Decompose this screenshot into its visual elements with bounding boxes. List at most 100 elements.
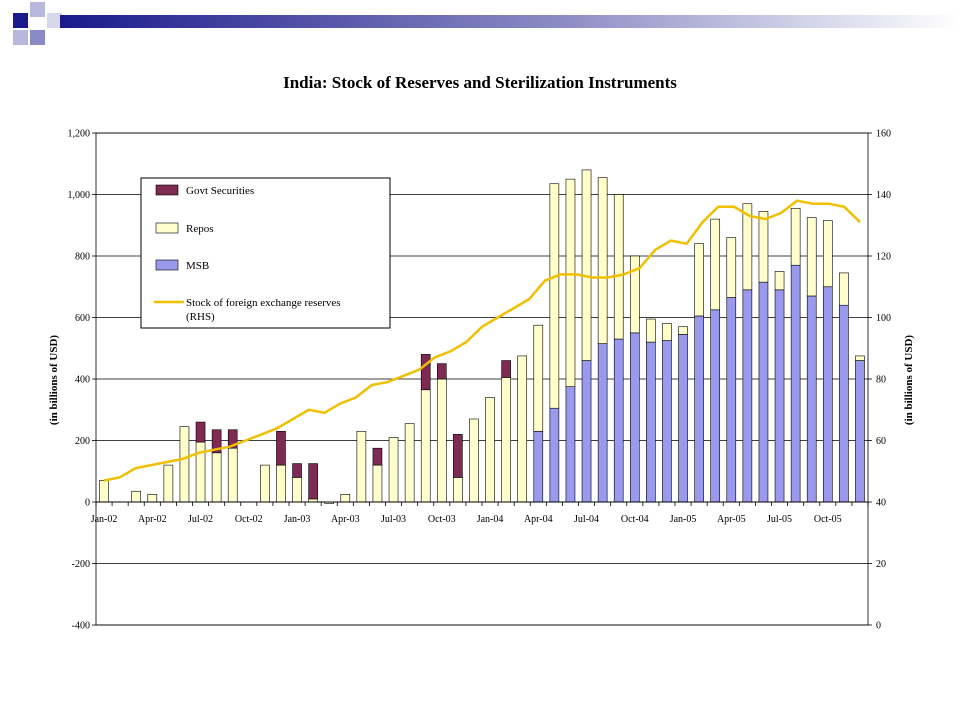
bar-msb: [549, 407, 560, 503]
bar-msb: [565, 386, 576, 503]
bar-govt: [453, 434, 463, 478]
y2-tick-labels: 0 20 40 60 80 100 120 140 160: [876, 129, 891, 632]
x-tick-label: Jul-02: [188, 514, 213, 525]
x-tick-label: Jul-04: [574, 514, 599, 525]
x-tick-label: Jan-04: [477, 514, 504, 525]
legend-label-msb: MSB: [186, 260, 209, 272]
bar-repos: [581, 169, 592, 361]
bar-msb: [806, 295, 817, 503]
bar-repos: [453, 477, 463, 503]
bar-msb: [758, 281, 769, 503]
bar-repos: [597, 177, 608, 344]
bar-msb: [694, 315, 704, 503]
y-tick-label: -400: [72, 621, 90, 632]
bar-repos: [662, 323, 672, 341]
bar-repos: [469, 418, 479, 503]
bar-repos: [131, 490, 142, 503]
header-gradient-bar: [60, 15, 960, 28]
y-tick-label: -200: [72, 559, 90, 570]
bar-govt: [292, 463, 302, 478]
x-tick-labels: Jan-02 Apr-02 Jul-02 Oct-02 Jan-03 Apr-03 Jul-…: [91, 514, 842, 525]
bar-repos: [517, 355, 528, 503]
header-square-dark: [13, 13, 28, 28]
x-tick-label: Jul-05: [767, 514, 792, 525]
bar-repos: [742, 203, 753, 291]
bar-repos: [388, 437, 399, 503]
bar-repos: [485, 397, 495, 503]
y-tick-label: 0: [85, 498, 90, 509]
bar-repos: [163, 464, 174, 503]
x-tick-label: Oct-05: [814, 514, 842, 525]
x-tick-label: Jan-03: [284, 514, 311, 525]
y2-tick-label: 160: [876, 129, 891, 140]
bar-repos: [646, 318, 656, 343]
x-tick-label: Apr-04: [524, 514, 553, 525]
bar-repos: [533, 324, 544, 432]
y2-tick-label: 0: [876, 621, 881, 632]
y-tick-label: 1,000: [68, 190, 91, 201]
bar-repos: [678, 326, 688, 335]
bar-msb: [678, 334, 688, 503]
bar-govt: [308, 463, 318, 500]
y-tick-labels: -400 -200 0 200 400 600 800 1,000 1,200: [68, 129, 91, 632]
legend-label-govt: Govt Securities: [186, 185, 254, 197]
y2-tick-label: 100: [876, 313, 891, 324]
legend-swatch-govt: [155, 184, 179, 196]
bar-repos: [436, 378, 447, 503]
x-tick-label: Jul-03: [381, 514, 406, 525]
y2-tick-label: 20: [876, 559, 886, 570]
bar-govt: [227, 429, 238, 449]
bar-msb: [855, 360, 865, 503]
y-tick-label: 800: [75, 252, 90, 263]
bar-msb: [613, 338, 624, 503]
bar-repos: [758, 211, 769, 283]
bar-repos: [372, 464, 383, 503]
bar-msb: [629, 332, 640, 503]
bar-repos: [211, 452, 222, 503]
bar-repos: [356, 430, 367, 503]
header-decoration: [13, 2, 960, 45]
bar-repos: [99, 480, 109, 503]
legend-label-line: Stock of foreign exchange reserves (RHS): [186, 297, 341, 323]
bar-repos: [549, 183, 560, 409]
bar-repos: [726, 237, 737, 298]
legend: Govt Securities Repos MSB Stock of forei…: [140, 177, 391, 329]
bar-repos: [404, 423, 415, 503]
legend-swatch-repos: [155, 222, 179, 234]
bar-msb: [533, 430, 544, 503]
series-line-reserves: [103, 199, 861, 482]
x-tick-label: Apr-02: [138, 514, 167, 525]
bars: [99, 169, 865, 504]
bar-govt: [372, 447, 383, 466]
bar-repos: [629, 255, 640, 334]
bar-repos: [292, 477, 302, 503]
y-tick-label: 600: [75, 313, 90, 324]
bar-repos: [420, 389, 431, 503]
bar-msb: [710, 309, 721, 503]
y-tick-label: 400: [75, 375, 90, 386]
bar-repos: [340, 494, 351, 503]
bar-repos: [806, 217, 817, 297]
x-tick-label: Apr-05: [717, 514, 746, 525]
bar-msb: [790, 264, 801, 503]
chart-title: India: Stock of Reserves and Sterilizati…: [283, 73, 677, 92]
header-square-light-1: [30, 2, 45, 17]
y2-tick-label: 120: [876, 252, 891, 263]
bar-repos: [147, 494, 158, 503]
bar-repos: [179, 426, 190, 503]
x-tick-label: Jan-05: [670, 514, 697, 525]
bar-repos: [260, 464, 270, 503]
bar-repos: [839, 272, 849, 306]
bar-govt: [195, 421, 206, 443]
bar-repos: [694, 243, 704, 317]
axes: [92, 132, 872, 626]
y2-tick-label: 60: [876, 436, 886, 447]
x-tick-label: Apr-03: [331, 514, 360, 525]
bar-msb: [597, 343, 608, 503]
y2-tick-label: 140: [876, 190, 891, 201]
bar-repos: [227, 447, 238, 503]
bar-msb: [646, 341, 656, 503]
bar-msb: [662, 340, 672, 503]
bar-repos: [774, 271, 785, 291]
